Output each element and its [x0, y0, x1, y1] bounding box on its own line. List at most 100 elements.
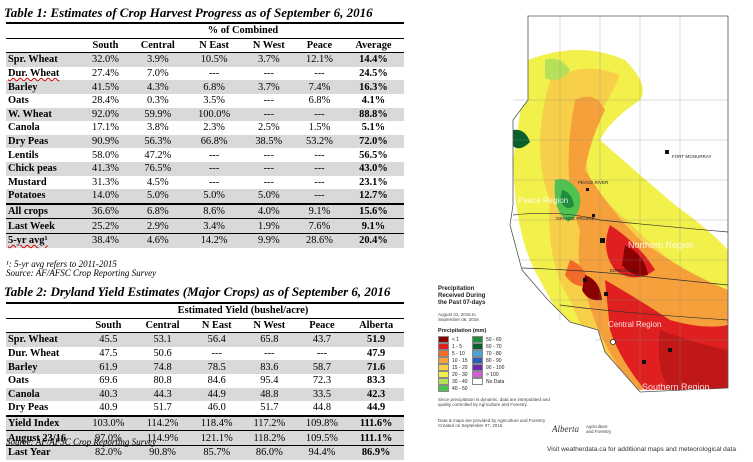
table1-cell: ---	[296, 161, 343, 176]
table2-cell: 109.8%	[295, 414, 349, 431]
table2-cell: 118.2%	[243, 430, 296, 446]
credit-line-2: Created on September 07, 2016	[438, 423, 503, 428]
table2-cell: 83.6	[243, 360, 296, 374]
table2-cell: 48.8	[243, 387, 296, 402]
legend-label: No Data	[486, 378, 505, 385]
table2-row-label: August 23/16	[6, 430, 82, 446]
table2-cell: 65.8	[243, 332, 296, 347]
table1-cell: 41.3%	[82, 161, 129, 176]
table2-cell: 42.3	[348, 387, 404, 402]
table1-row: Mustard 31.3% 4.5% --- --- --- 23.1%	[6, 176, 404, 190]
table1-cell: 4.3%	[128, 80, 187, 94]
legend-swatch	[438, 343, 449, 350]
table1-cell: 15.6%	[342, 202, 404, 219]
table2-cell: 94.4%	[295, 444, 349, 460]
table1-cell: 2.5%	[257, 122, 280, 134]
legend-swatch	[438, 336, 449, 343]
legend-dates: August 31, 2016 to September 06, 2016	[438, 312, 479, 322]
table1-cell: 7.0%	[146, 68, 169, 80]
legend-swatch	[438, 378, 449, 385]
table1-cell: 58.0%	[92, 149, 119, 161]
table2-row: Dur. Wheat 47.5 50.6 --- --- --- 47.9	[6, 347, 404, 361]
legend-label: 90 - 100	[486, 364, 505, 371]
table2-row: Barley 61.9 74.8 78.5 83.6 58.7 71.6	[6, 360, 404, 374]
table2-cell: 86.9%	[348, 444, 404, 460]
table2-corner	[6, 301, 82, 319]
table2-col-header: N West	[243, 317, 296, 333]
table1-cell: 23.1%	[359, 176, 388, 188]
region-peace-label: Peace Region	[518, 196, 569, 205]
table1-cell: 2.3%	[203, 122, 225, 134]
legend-item: > 100	[472, 371, 499, 378]
table1-cell: 56.3%	[128, 134, 187, 149]
legend-item: 30 - 40	[438, 378, 468, 385]
legend-swatch	[472, 378, 483, 385]
table2-cell: 111.6%	[348, 414, 404, 431]
table1-row-label: Potatoes	[6, 189, 82, 204]
table1-cell: 6.8%	[128, 202, 187, 219]
region-southern-label: Southern Region	[642, 382, 710, 392]
legend-swatch	[438, 350, 449, 357]
table2-cell: 83.3	[367, 375, 386, 387]
map-graphic	[410, 0, 753, 462]
table1-cell: 9.1%	[342, 218, 404, 234]
table2-cell: 43.7	[295, 332, 349, 347]
map-footer: Visit weatherdata.ca for additional maps…	[547, 446, 737, 453]
table1-row-label: All crops	[6, 202, 82, 219]
table2-source: Source: AF/AFSC Crop Reporting Survey	[6, 437, 157, 447]
table1-cell: 3.9%	[128, 52, 187, 67]
legend-swatch	[472, 371, 483, 378]
table2-cell: 44.8	[312, 402, 332, 414]
table1-row: Potatoes 14.0% 5.0% 5.0% 5.0% --- 12.7%	[6, 189, 404, 204]
legend-item: 5 - 10	[438, 350, 465, 357]
alberta-logo-sub: Agriculture and Forestry	[586, 424, 611, 434]
legend-label: 5 - 10	[452, 350, 465, 357]
table1-cell: 2.9%	[128, 218, 187, 234]
table1-cell: 53.2%	[296, 134, 343, 149]
table1-cell: 47.2%	[144, 149, 172, 161]
table1-row-label: Dry Peas	[6, 134, 82, 149]
region-central-label: Central Region	[608, 320, 662, 329]
table2-cell: 47.9	[367, 348, 386, 360]
table1-row: Barley 41.5% 4.3% 6.8% 3.7% 7.4% 16.3%	[6, 80, 404, 94]
city-peace-river: PEACE RIVER	[578, 180, 609, 185]
table1-cell: ---	[314, 176, 325, 188]
legend-date-line-1: August 31, 2016 to	[438, 312, 476, 317]
table1-cell: ---	[263, 95, 274, 107]
table2-cell: 118.4%	[190, 414, 244, 431]
table2-cell: ---	[211, 348, 222, 360]
table1-cell: 66.8%	[186, 134, 242, 149]
table2-row-label: Last Year	[6, 444, 82, 460]
table2-cell: 61.9	[82, 360, 135, 374]
table1-cell: 38.5%	[241, 134, 297, 149]
legend-item: 10 - 15	[438, 357, 468, 364]
legend-swatch	[472, 343, 483, 350]
table2-cell: ---	[316, 348, 328, 360]
table1-cell: 17.1%	[92, 122, 119, 134]
alberta-logo: Alberta	[552, 424, 579, 434]
table1-cell: ---	[296, 107, 343, 122]
table1-cell: 3.4%	[186, 218, 242, 234]
legend-label: 1 - 5	[452, 343, 463, 350]
credit-line-1: Data & maps are provided by Agriculture …	[438, 418, 546, 423]
table1-cell: 25.2%	[82, 218, 129, 234]
table1-cell: 5.0%	[186, 189, 242, 204]
legend-swatch	[438, 385, 449, 392]
table2-col-header: Peace	[295, 317, 349, 333]
table2-cell: 80.8	[153, 375, 172, 387]
legend-label: 15 - 20	[452, 364, 468, 371]
table2-col-header: Central	[134, 317, 191, 333]
table2-row: Last Year 82.0% 90.8% 85.7% 86.0% 94.4% 86.9%	[6, 444, 404, 460]
table2-cell: 51.9	[348, 332, 404, 347]
table2-cell: 74.8	[134, 360, 191, 374]
table2-cell: 56.4	[190, 332, 244, 347]
table1-row-label: Oats	[8, 95, 29, 107]
table1-cell: ---	[314, 68, 325, 80]
table1-group-header: % of Combined	[82, 21, 404, 39]
table1-col-header: N East	[186, 37, 242, 53]
table1-cell: 28.6%	[296, 232, 343, 248]
table1-row-label: Canola	[8, 122, 40, 134]
table2-cell: 50.6	[153, 348, 172, 360]
table1-row: Canola 17.1% 3.8% 2.3% 2.5% 1.5% 5.1%	[6, 121, 404, 135]
legend-swatch	[438, 364, 449, 371]
